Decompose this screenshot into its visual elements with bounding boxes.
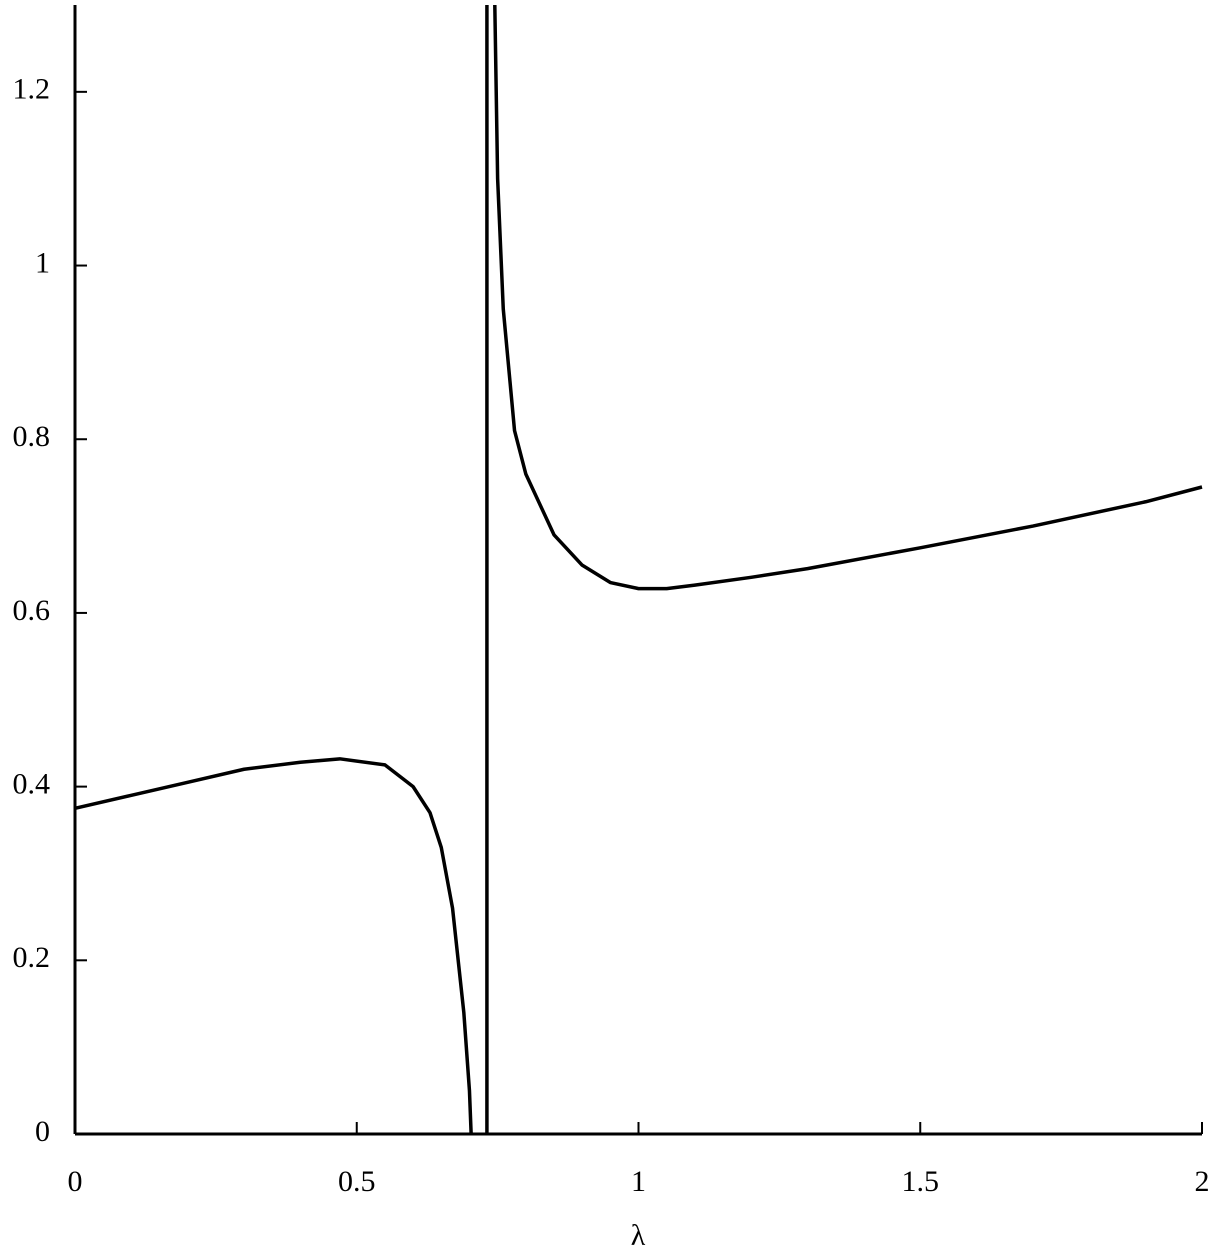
curve <box>74 757 473 1135</box>
x-tick-label: 2 <box>1195 1165 1210 1198</box>
x-tick-label: 1 <box>631 1165 646 1198</box>
y-tick-label: 0 <box>35 1115 50 1148</box>
curve <box>493 4 1203 591</box>
x-tick-label: 0 <box>68 1165 83 1198</box>
x-tick-label: 0.5 <box>338 1165 376 1198</box>
y-tick-label: 0.4 <box>13 768 51 801</box>
y-tick-label: 0.8 <box>13 420 51 453</box>
y-tick-label: 0.6 <box>13 594 51 627</box>
y-tick-label: 1.2 <box>13 73 51 106</box>
y-tick-label: 1 <box>35 246 50 279</box>
x-axis-label: λ <box>631 1219 646 1252</box>
x-tick-label: 1.5 <box>902 1165 940 1198</box>
y-tick-label: 0.2 <box>13 941 51 974</box>
